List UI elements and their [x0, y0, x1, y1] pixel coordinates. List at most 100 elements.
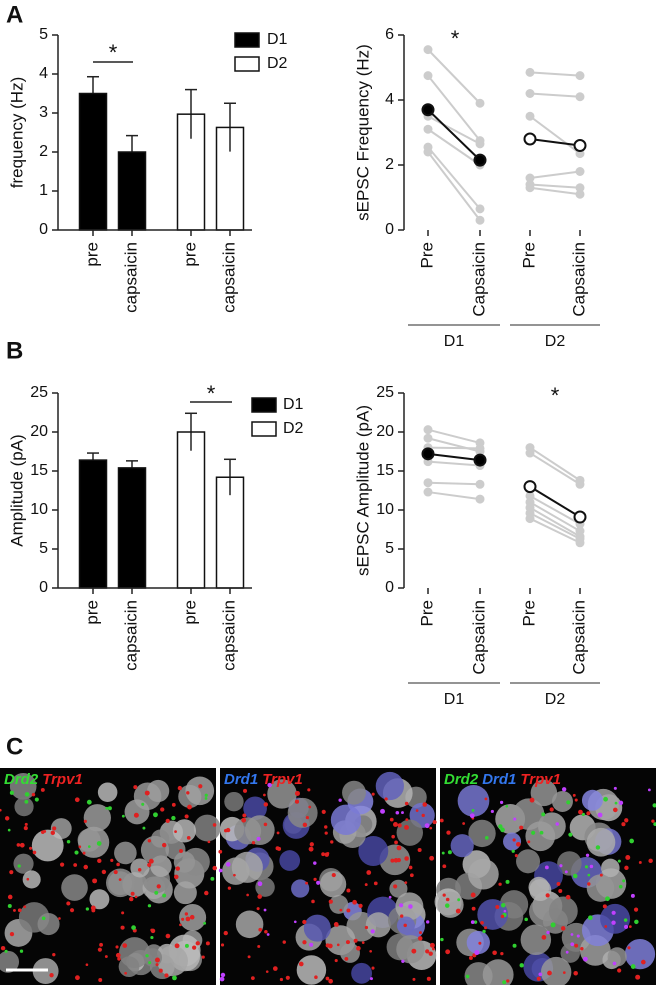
puncta [400, 914, 404, 918]
puncta [16, 843, 21, 847]
puncta [148, 858, 154, 864]
puncta [474, 950, 480, 956]
puncta [309, 842, 314, 847]
puncta [97, 858, 102, 864]
puncta [536, 976, 541, 981]
puncta [263, 802, 269, 807]
y-tick-label: 5 [385, 540, 394, 557]
puncta [512, 943, 517, 948]
puncta [555, 822, 559, 826]
puncta [561, 787, 567, 792]
cell-point [423, 124, 433, 134]
puncta [625, 854, 631, 860]
puncta [97, 947, 102, 952]
cell-point [423, 425, 433, 435]
panel-label: A [6, 1, 23, 28]
cell-line [427, 437, 481, 453]
puncta [404, 801, 409, 806]
puncta [78, 845, 82, 849]
puncta [562, 971, 566, 974]
puncta [171, 802, 176, 807]
puncta [66, 901, 71, 906]
micrograph-label: Drd2 [4, 771, 39, 788]
puncta [49, 973, 54, 978]
puncta [651, 819, 655, 823]
y-tick-label: 15 [376, 462, 394, 479]
puncta [101, 869, 107, 875]
puncta [294, 790, 300, 796]
puncta [624, 865, 629, 871]
cell-line [529, 517, 581, 544]
puncta [198, 784, 203, 789]
puncta [144, 790, 150, 796]
puncta [514, 854, 518, 858]
cell-point [525, 89, 535, 98]
puncta [364, 883, 368, 887]
mean-point [573, 139, 587, 152]
puncta [201, 955, 205, 959]
puncta [442, 893, 446, 897]
legend-swatch [234, 32, 260, 48]
puncta [264, 930, 268, 934]
puncta [527, 840, 531, 844]
puncta [40, 787, 45, 792]
puncta [599, 873, 603, 877]
puncta [302, 919, 307, 925]
micrograph-label: Drd1 [224, 771, 258, 788]
puncta [484, 926, 488, 930]
puncta [110, 858, 114, 862]
puncta [605, 896, 610, 902]
puncta [24, 799, 29, 804]
puncta [113, 870, 118, 875]
puncta [225, 862, 231, 867]
puncta [393, 884, 398, 889]
puncta [409, 873, 414, 878]
puncta [32, 850, 37, 855]
puncta [142, 826, 146, 830]
puncta [265, 970, 269, 973]
puncta [69, 908, 75, 913]
x-tick-label: Capsaicin [569, 600, 588, 675]
puncta [635, 974, 641, 980]
puncta [23, 905, 27, 909]
cell-point [475, 443, 485, 453]
puncta [243, 788, 248, 793]
x-tick-label: capsaicin [219, 242, 238, 313]
puncta [223, 930, 228, 936]
puncta [17, 908, 22, 913]
puncta [160, 807, 165, 812]
puncta [519, 963, 524, 968]
x-tick-label: Capsaicin [469, 600, 488, 675]
puncta [19, 842, 25, 848]
cell-point [575, 183, 585, 193]
puncta [339, 908, 343, 912]
puncta [131, 925, 136, 930]
cell-line [529, 71, 581, 77]
puncta [122, 943, 128, 948]
puncta [519, 825, 524, 830]
cell-line [529, 115, 581, 155]
cell-point [525, 111, 535, 121]
puncta [498, 882, 502, 886]
puncta [572, 873, 578, 879]
puncta [334, 958, 338, 963]
cell-point [475, 479, 485, 489]
y-tick-label: 5 [39, 540, 48, 557]
nucleus [581, 789, 603, 811]
puncta [7, 828, 11, 832]
cell-point [525, 183, 535, 193]
y-tick-label: 15 [30, 462, 48, 479]
puncta [121, 911, 125, 915]
puncta [544, 865, 549, 870]
puncta [4, 816, 10, 821]
x-tick-label: Pre [519, 600, 538, 626]
puncta [179, 923, 182, 927]
puncta [0, 808, 2, 812]
puncta [305, 881, 308, 885]
puncta [242, 813, 247, 818]
y-tick-label: 2 [385, 156, 394, 173]
puncta [129, 896, 134, 902]
puncta [205, 941, 210, 946]
cell-point [525, 448, 535, 458]
puncta [425, 949, 430, 954]
